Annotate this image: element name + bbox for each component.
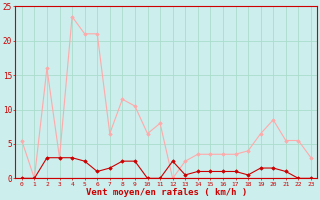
X-axis label: Vent moyen/en rafales ( km/h ): Vent moyen/en rafales ( km/h ) xyxy=(86,188,247,197)
